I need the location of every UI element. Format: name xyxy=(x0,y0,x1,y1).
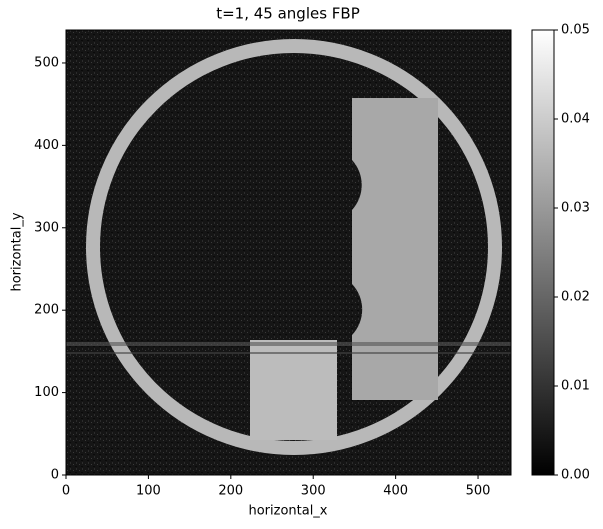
x-axis-label: horizontal_x xyxy=(248,504,327,519)
y-tick-label: 0 xyxy=(51,468,59,483)
plot-frame xyxy=(65,29,512,476)
y-tick-label: 200 xyxy=(34,303,59,318)
image xyxy=(66,30,511,475)
right-block xyxy=(352,98,438,400)
x-tick-label: 100 xyxy=(136,484,161,499)
bottom-block xyxy=(250,340,337,440)
y-tick-label: 500 xyxy=(34,55,59,70)
x-tick-label: 200 xyxy=(218,484,243,499)
colorbar-tick-label: 0.01 xyxy=(561,379,590,394)
colorbar-tick-label: 0.04 xyxy=(561,112,590,127)
colorbar-tick-label: 0.03 xyxy=(561,201,590,216)
y-tick-label: 100 xyxy=(34,385,59,400)
x-tick-label: 400 xyxy=(383,484,408,499)
x-tick-label: 0 xyxy=(62,484,70,499)
colorbar xyxy=(531,29,555,476)
ring xyxy=(86,39,502,455)
streak xyxy=(66,342,511,346)
x-tick-label: 300 xyxy=(301,484,326,499)
colorbar-tick-label: 0.05 xyxy=(561,23,590,38)
y-tick-label: 400 xyxy=(34,138,59,153)
chart-title: t=1, 45 angles FBP xyxy=(216,5,360,23)
y-tick-label: 300 xyxy=(34,220,59,235)
colorbar-tick-label: 0.00 xyxy=(561,468,590,483)
colorbar-tick-label: 0.02 xyxy=(561,290,590,305)
streak xyxy=(66,352,511,354)
y-axis-label: horizontal_y xyxy=(10,212,25,291)
x-tick-label: 500 xyxy=(466,484,491,499)
